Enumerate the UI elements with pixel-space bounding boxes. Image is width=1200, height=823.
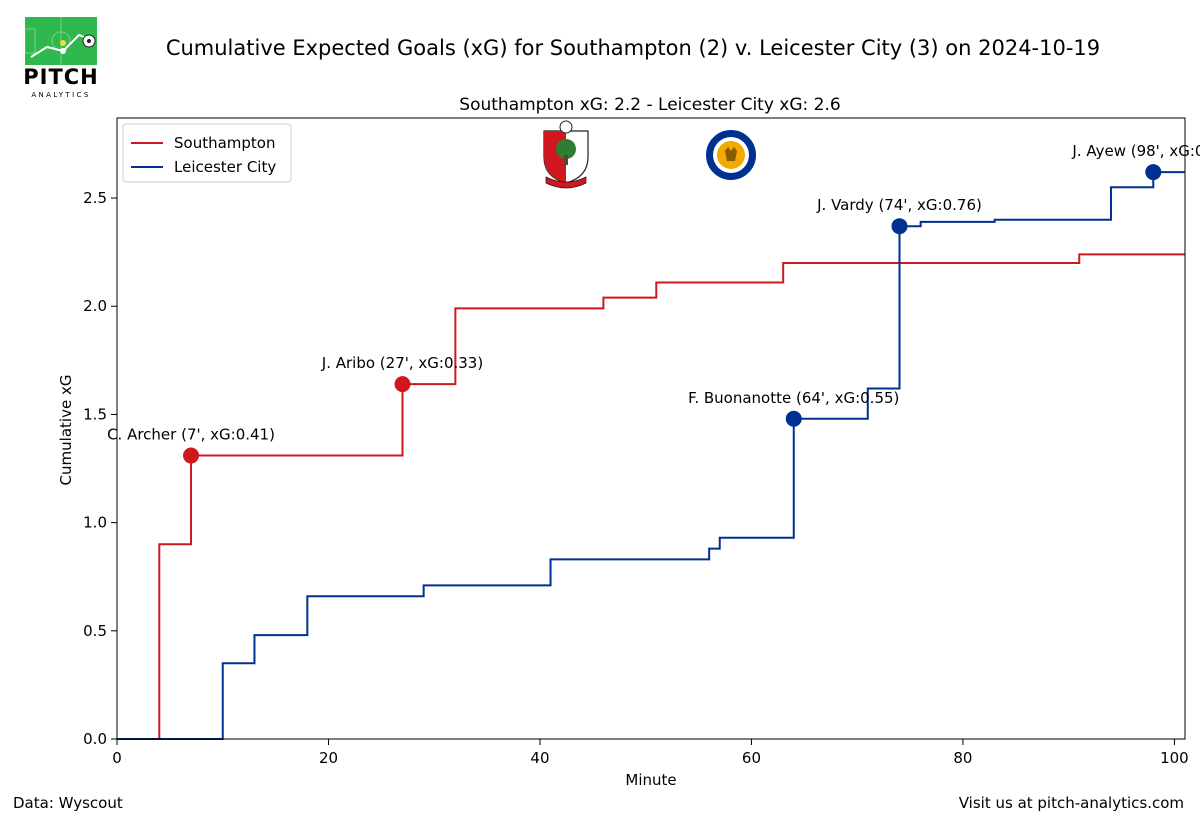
x-tick-label: 60 (742, 749, 761, 767)
x-tick-label: 100 (1160, 749, 1189, 767)
legend-box (122, 123, 292, 183)
x-tick-label: 80 (953, 749, 972, 767)
brand-name: PITCH (23, 65, 99, 89)
y-tick-label: 1.5 (83, 405, 107, 423)
pitch-logo-icon (24, 17, 97, 65)
y-axis-label: Cumulative xG (57, 375, 75, 486)
goal-label: F. Buonanotte (64', xG:0.55) (688, 389, 899, 407)
x-tick-label: 0 (112, 749, 122, 767)
goal-marker (394, 376, 411, 393)
goal-markers: C. Archer (7', xG:0.41) J. Aribo (27', xG… (107, 142, 1200, 464)
goal-marker (785, 410, 802, 427)
pitch-analytics-logo: PITCH ANALYTICS (22, 17, 100, 99)
legend: Southampton Leicester City (122, 123, 292, 183)
y-tick-label: 0.0 (83, 730, 107, 748)
goal-label: J. Vardy (74', xG:0.76) (816, 196, 982, 214)
southampton-crest (543, 120, 589, 189)
x-axis-label: Minute (625, 771, 676, 789)
goal-marker (891, 218, 908, 235)
leicester-city-crest (704, 128, 758, 182)
legend-label-leicester: Leicester City (174, 158, 276, 176)
page-title: Cumulative Expected Goals (xG) for South… (165, 36, 1101, 60)
brand-tagline: ANALYTICS (31, 91, 91, 99)
series-line-1 (117, 171, 1185, 740)
goal-label: C. Archer (7', xG:0.41) (107, 426, 275, 444)
goal-marker (1145, 164, 1162, 181)
legend-label-southampton: Southampton (174, 134, 275, 152)
chart-subtitle: Southampton xG: 2.2 - Leicester City xG:… (459, 95, 840, 115)
x-tick-label: 40 (530, 749, 549, 767)
y-tick-label: 2.0 (83, 297, 107, 315)
series-layer (117, 171, 1185, 740)
goal-marker (183, 447, 200, 464)
goal-label: J. Aribo (27', xG:0.33) (321, 354, 483, 372)
website-link[interactable]: Visit us at pitch-analytics.com (958, 794, 1184, 812)
x-tick-label: 20 (319, 749, 338, 767)
plot-frame (116, 117, 1186, 740)
goal-label: J. Ayew (98', xG:0.07) (1071, 142, 1200, 160)
y-tick-label: 0.5 (83, 622, 107, 640)
y-tick-label: 2.5 (83, 189, 107, 207)
data-source: Data: Wyscout (13, 794, 123, 812)
y-tick-label: 1.0 (83, 514, 107, 532)
series-line-0 (117, 253, 1185, 740)
team-crests (543, 120, 758, 189)
axis-ticks: 0 20 40 60 80 100 0.0 0.5 1.0 1.5 2.0 2.5 (83, 189, 1189, 767)
